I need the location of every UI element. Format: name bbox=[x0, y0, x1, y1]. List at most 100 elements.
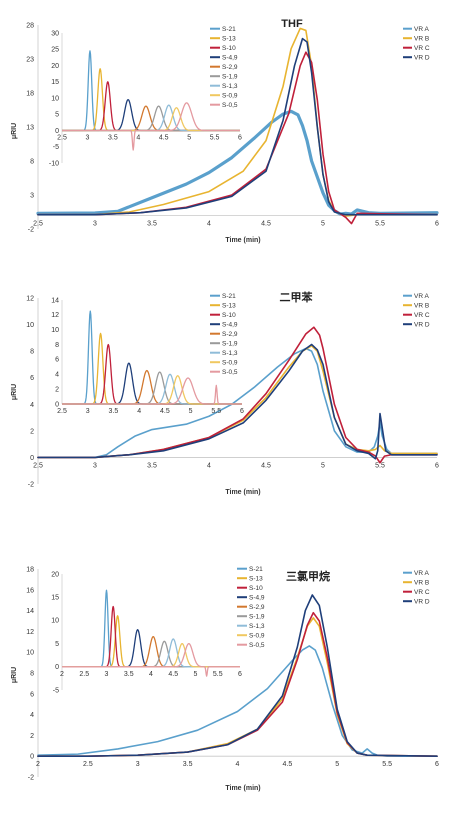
inset-legend-entry: S-0,9 bbox=[210, 360, 238, 367]
inset-legend-label: S-10 bbox=[249, 585, 263, 592]
inset-legend-entry: S-1,3 bbox=[210, 350, 238, 357]
legend-label: VR A bbox=[414, 26, 429, 33]
inset-legend-label: S-1,3 bbox=[222, 350, 238, 357]
chart-title: 二甲苯 bbox=[280, 290, 314, 304]
inset-y-tick-label: 0 bbox=[55, 128, 59, 135]
inset-y-tick-label: 30 bbox=[51, 30, 59, 37]
inset-plot: -10 -5 0 5 10 15 20 25 30 2.5 3 3.5 4 4.5 5 5.5 6 S-21 S-1… bbox=[49, 26, 242, 167]
y-axis-label: μRIU bbox=[11, 384, 18, 400]
inset-y-tick-label: 25 bbox=[51, 47, 59, 54]
inset-x-tick-label: 6 bbox=[238, 671, 242, 678]
chart-panel-1: -2 3 8 13 18 23 28 2.5 3 3.5 4 4.5 5 5.5 6 Time (min) μR… bbox=[11, 18, 439, 244]
inset-series-line-s-0-5 bbox=[61, 377, 243, 405]
inset-legend-entry: S-2,9 bbox=[237, 604, 265, 611]
x-tick-label: 5 bbox=[321, 462, 325, 469]
y-tick-label: 3 bbox=[30, 193, 34, 200]
inset-legend-label: S-1,3 bbox=[249, 623, 265, 630]
inset-x-tick-label: 5.5 bbox=[210, 135, 220, 142]
x-tick-label: 6 bbox=[435, 220, 439, 227]
series-line-vr-b bbox=[37, 617, 438, 757]
legend-label: VR B bbox=[414, 303, 429, 310]
x-tick-label: 3 bbox=[93, 220, 97, 227]
inset-y-tick-label: 10 bbox=[51, 327, 59, 334]
inset-y-tick-label: 15 bbox=[51, 79, 59, 86]
inset-x-tick-label: 2.5 bbox=[57, 135, 67, 142]
series-line-vr-d bbox=[37, 594, 438, 757]
legend-entry: VR B bbox=[403, 303, 429, 310]
inset-x-tick-label: 3 bbox=[105, 671, 109, 678]
inset-legend-entry: S-10 bbox=[210, 312, 236, 319]
inset-legend-label: S-1,3 bbox=[222, 83, 238, 90]
inset-series-line-s-10 bbox=[61, 605, 241, 668]
x-tick-label: 4.5 bbox=[261, 220, 271, 227]
y-tick-label: 2 bbox=[30, 428, 34, 435]
x-tick-label: 5.5 bbox=[382, 761, 392, 768]
legend-label: VR C bbox=[414, 589, 430, 596]
x-tick-label: 3.5 bbox=[147, 462, 157, 469]
legend-entry: VR D bbox=[403, 599, 430, 606]
inset-x-tick-label: 6 bbox=[240, 408, 244, 415]
x-tick-label: 3.5 bbox=[147, 220, 157, 227]
inset-legend-entry: S-1,9 bbox=[210, 341, 238, 348]
inset-y-tick-label: 14 bbox=[51, 297, 59, 304]
inset-x-tick-label: 4.5 bbox=[168, 671, 178, 678]
x-tick-label: 5 bbox=[321, 220, 325, 227]
y-tick-label: 16 bbox=[26, 587, 34, 594]
series-line-vr-d bbox=[37, 343, 438, 460]
inset-legend-entry: S-4,9 bbox=[210, 55, 238, 62]
inset-y-tick-label: -5 bbox=[53, 687, 59, 694]
inset-x-tick-label: 4 bbox=[137, 408, 141, 415]
legend-label: VR D bbox=[414, 599, 430, 606]
inset-x-tick-label: 2 bbox=[60, 671, 64, 678]
y-tick-label: 14 bbox=[26, 608, 34, 615]
y-tick-label: 0 bbox=[30, 754, 34, 761]
inset-legend-label: S-0,9 bbox=[249, 633, 265, 640]
inset-legend-label: S-4,9 bbox=[249, 595, 265, 602]
inset-legend-label: S-13 bbox=[222, 303, 236, 310]
x-tick-label: 6 bbox=[435, 761, 439, 768]
x-tick-label: 4.5 bbox=[283, 761, 293, 768]
y-tick-label: 13 bbox=[26, 125, 34, 132]
legend-entry: VR C bbox=[403, 312, 430, 319]
inset-x-tick-label: 4.5 bbox=[160, 408, 170, 415]
x-axis-label: Time (min) bbox=[225, 489, 260, 496]
legend-entry: VR A bbox=[403, 26, 429, 33]
inset-x-tick-label: 4 bbox=[136, 135, 140, 142]
inset-series-line-s-0-5 bbox=[61, 642, 241, 677]
inset-legend-entry: S-4,9 bbox=[237, 595, 265, 602]
inset-y-tick-label: 0 bbox=[55, 401, 59, 408]
y-tick-label: 8 bbox=[30, 671, 34, 678]
legend-label: VR D bbox=[414, 55, 430, 62]
y-tick-label: 4 bbox=[30, 402, 34, 409]
inset-legend-label: S-0,5 bbox=[222, 102, 238, 109]
inset-y-tick-label: 6 bbox=[55, 357, 59, 364]
x-tick-label: 2 bbox=[36, 761, 40, 768]
inset-series-line-s-0-9 bbox=[61, 642, 241, 668]
y-tick-label: 6 bbox=[30, 691, 34, 698]
x-tick-label: 5.5 bbox=[375, 462, 385, 469]
inset-legend-entry: S-1,9 bbox=[210, 74, 238, 81]
inset-legend-entry: S-13 bbox=[210, 303, 236, 310]
inset-legend-label: S-21 bbox=[222, 293, 236, 300]
chart-title: 三氯甲烷 bbox=[286, 569, 330, 583]
inset-legend-label: S-1,9 bbox=[222, 341, 238, 348]
inset-y-tick-label: 12 bbox=[51, 312, 59, 319]
inset-y-tick-label: 20 bbox=[51, 571, 59, 578]
legend-entry: VR D bbox=[403, 322, 430, 329]
x-axis-label: Time (min) bbox=[225, 785, 260, 792]
legend-label: VR C bbox=[414, 312, 430, 319]
y-tick-label: 0 bbox=[30, 455, 34, 462]
inset-x-tick-label: 4.5 bbox=[159, 135, 169, 142]
inset-legend-entry: S-0,5 bbox=[210, 102, 238, 109]
y-tick-label: -2 bbox=[28, 227, 34, 234]
x-tick-label: 2.5 bbox=[83, 761, 93, 768]
inset-x-tick-label: 4 bbox=[149, 671, 153, 678]
inset-legend-entry: S-1,3 bbox=[237, 623, 265, 630]
legend-entry: VR A bbox=[403, 293, 429, 300]
inset-y-tick-label: 20 bbox=[51, 63, 59, 70]
chart-panel-2: -2 0 2 4 6 8 10 12 2.5 3 3.5 4 4.5 5 5.5 6 Time (min) μRI… bbox=[11, 290, 439, 496]
chart-title: THF bbox=[281, 18, 303, 30]
inset-legend-entry: S-1,9 bbox=[237, 614, 265, 621]
